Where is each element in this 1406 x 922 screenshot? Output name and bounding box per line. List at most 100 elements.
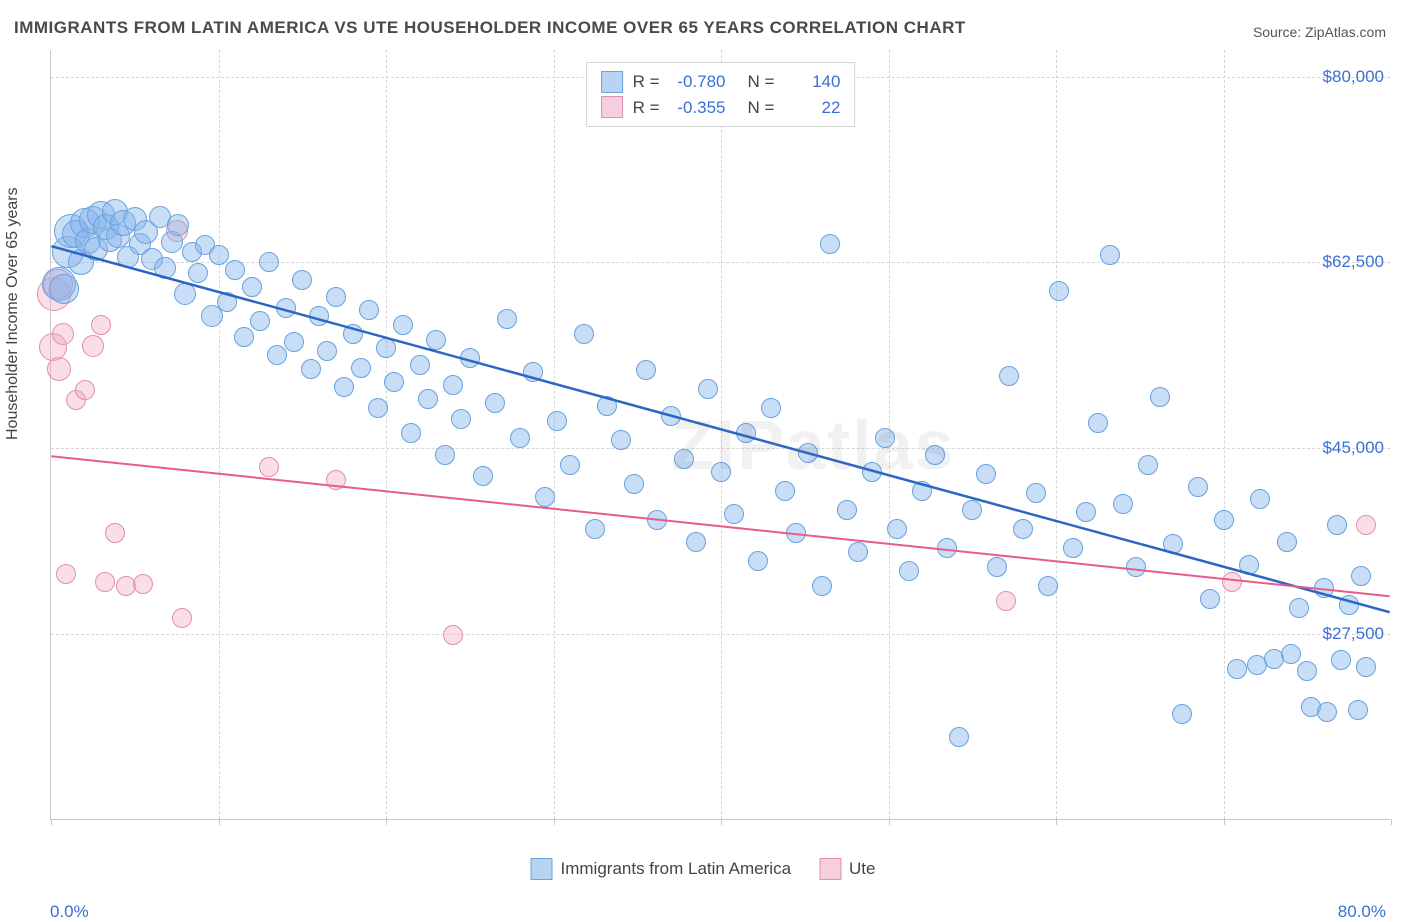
scatter-point — [1138, 455, 1158, 475]
scatter-point — [736, 423, 756, 443]
scatter-point — [102, 199, 128, 225]
swatch-series-0-icon — [601, 71, 623, 93]
scatter-point — [748, 551, 768, 571]
scatter-point — [1351, 566, 1371, 586]
scatter-point — [309, 306, 329, 326]
scatter-point — [326, 470, 346, 490]
scatter-point — [284, 332, 304, 352]
scatter-point — [418, 389, 438, 409]
y-axis-label: Householder Income Over 65 years — [4, 187, 22, 440]
scatter-point — [585, 519, 605, 539]
x-tick-mark — [51, 819, 52, 825]
scatter-point — [962, 500, 982, 520]
n-label: N = — [748, 95, 775, 121]
scatter-point — [182, 242, 202, 262]
scatter-point — [1026, 483, 1046, 503]
x-tick-mark — [1056, 819, 1057, 825]
scatter-point — [761, 398, 781, 418]
scatter-point — [161, 231, 183, 253]
scatter-point — [66, 390, 86, 410]
stats-row-series-0: R = -0.780 N = 140 — [601, 69, 841, 95]
scatter-point — [1356, 657, 1376, 677]
legend-item-series-0: Immigrants from Latin America — [531, 858, 792, 880]
scatter-point — [597, 396, 617, 416]
scatter-point — [887, 519, 907, 539]
scatter-point — [75, 228, 101, 254]
scatter-point — [334, 377, 354, 397]
scatter-point — [1348, 700, 1368, 720]
scatter-point — [1088, 413, 1108, 433]
scatter-point — [1297, 661, 1317, 681]
y-tick-label: $45,000 — [1323, 438, 1384, 458]
scatter-point — [134, 220, 158, 244]
scatter-point — [79, 206, 107, 234]
scatter-point — [154, 257, 176, 279]
scatter-point — [798, 443, 818, 463]
scatter-point — [149, 206, 171, 228]
scatter-point — [1239, 555, 1259, 575]
scatter-point — [937, 538, 957, 558]
scatter-point — [91, 315, 111, 335]
scatter-point — [949, 727, 969, 747]
scatter-point — [1150, 387, 1170, 407]
r-label: R = — [633, 69, 660, 95]
scatter-point — [1317, 702, 1337, 722]
scatter-point — [384, 372, 404, 392]
scatter-point — [1227, 659, 1247, 679]
scatter-point — [1126, 557, 1146, 577]
scatter-point — [70, 208, 100, 238]
legend-label-series-1: Ute — [849, 859, 875, 879]
scatter-point — [1264, 649, 1284, 669]
scatter-point — [98, 228, 122, 252]
scatter-point — [93, 214, 119, 240]
scatter-point — [1038, 576, 1058, 596]
scatter-point — [987, 557, 1007, 577]
scatter-point — [326, 287, 346, 307]
y-tick-label: $27,500 — [1323, 624, 1384, 644]
scatter-point — [786, 523, 806, 543]
scatter-point — [141, 248, 163, 270]
n-value-series-1: 22 — [784, 95, 840, 121]
scatter-point — [426, 330, 446, 350]
scatter-point — [611, 430, 631, 450]
scatter-point — [443, 375, 463, 395]
gridline-vertical — [386, 50, 387, 819]
stats-row-series-1: R = -0.355 N = 22 — [601, 95, 841, 121]
x-tick-mark — [721, 819, 722, 825]
plot-area: R = -0.780 N = 140 R = -0.355 N = 22 ZIP… — [50, 50, 1390, 820]
swatch-series-0-icon — [531, 858, 553, 880]
scatter-point — [166, 220, 188, 242]
scatter-point — [217, 292, 237, 312]
scatter-point — [116, 576, 136, 596]
scatter-point — [875, 428, 895, 448]
r-value-series-0: -0.780 — [670, 69, 726, 95]
scatter-point — [410, 355, 430, 375]
scatter-point — [996, 591, 1016, 611]
scatter-point — [1222, 572, 1242, 592]
series-legend: Immigrants from Latin America Ute — [531, 858, 876, 880]
scatter-point — [95, 572, 115, 592]
n-value-series-0: 140 — [784, 69, 840, 95]
swatch-series-1-icon — [819, 858, 841, 880]
scatter-point — [359, 300, 379, 320]
scatter-point — [84, 237, 108, 261]
scatter-point — [473, 466, 493, 486]
source-attribution: Source: ZipAtlas.com — [1253, 24, 1386, 40]
scatter-point — [1331, 650, 1351, 670]
scatter-point — [351, 358, 371, 378]
scatter-point — [43, 269, 73, 299]
scatter-point — [129, 233, 151, 255]
scatter-point — [812, 576, 832, 596]
scatter-point — [1188, 477, 1208, 497]
source-link[interactable]: ZipAtlas.com — [1305, 24, 1386, 40]
scatter-point — [62, 220, 90, 248]
legend-item-series-1: Ute — [819, 858, 875, 880]
scatter-point — [123, 207, 147, 231]
scatter-point — [510, 428, 530, 448]
scatter-point — [117, 246, 139, 268]
scatter-point — [523, 362, 543, 382]
scatter-point — [674, 449, 694, 469]
scatter-point — [497, 309, 517, 329]
x-axis-min-label: 0.0% — [50, 902, 89, 922]
scatter-point — [1250, 489, 1270, 509]
